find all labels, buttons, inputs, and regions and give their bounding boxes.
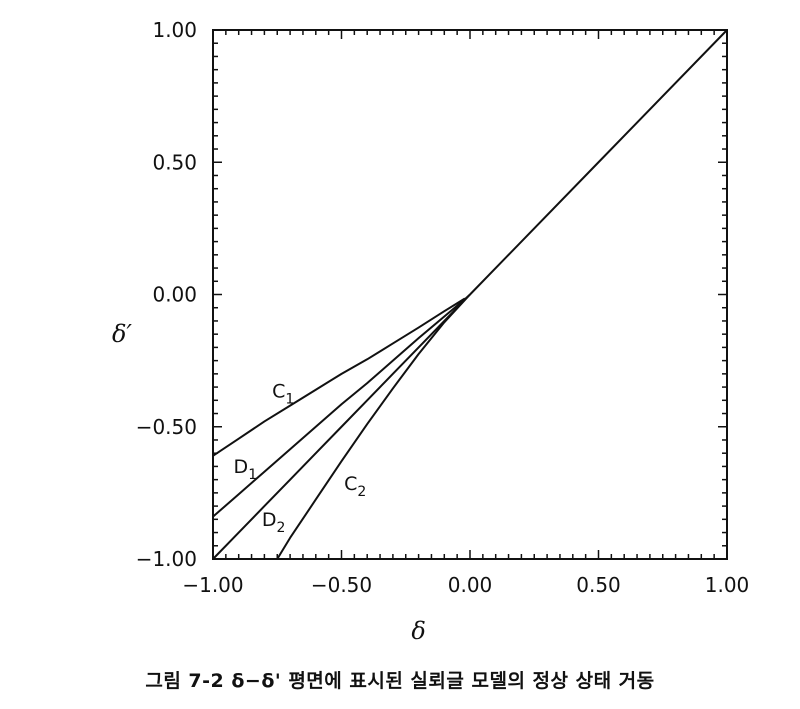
y-tick-label: 1.00 (152, 18, 197, 42)
y-tick-label: 0.00 (152, 283, 197, 307)
y-tick-label: −0.50 (136, 415, 197, 439)
x-tick-label: −1.00 (182, 573, 243, 597)
x-tick-label: 0.50 (576, 573, 621, 597)
curve-label-d2: D2 (262, 509, 286, 536)
y-axis-label: δ′ (112, 320, 132, 348)
curve-label-c1: C1 (272, 381, 294, 408)
curve-label-d1: D1 (234, 456, 258, 483)
series-line-c2 (276, 293, 471, 560)
y-tick-label: −1.00 (136, 547, 197, 571)
plot-frame (212, 29, 728, 560)
series-line-c1 (212, 297, 466, 457)
series-line-d1 (212, 298, 466, 518)
series-line-diagonal (464, 29, 728, 300)
x-tick-label: −0.50 (311, 573, 372, 597)
series-line-d2 (212, 299, 466, 560)
y-tick-label: 0.50 (152, 150, 197, 174)
x-tick-label: 1.00 (705, 573, 750, 597)
figure-caption: 그림 7-2 δ−δ' 평면에 표시된 실뢰글 모델의 정상 상태 거동 (145, 670, 655, 692)
ticks-layer: −1.00 −0.50 0.00 0.50 1.00 −1.00 −0.50 0.00 0.50… (136, 18, 750, 597)
curve-label-c2: C2 (344, 473, 366, 500)
x-axis-label: δ (411, 617, 425, 645)
x-tick-label: 0.00 (448, 573, 493, 597)
series-layer (212, 29, 728, 560)
